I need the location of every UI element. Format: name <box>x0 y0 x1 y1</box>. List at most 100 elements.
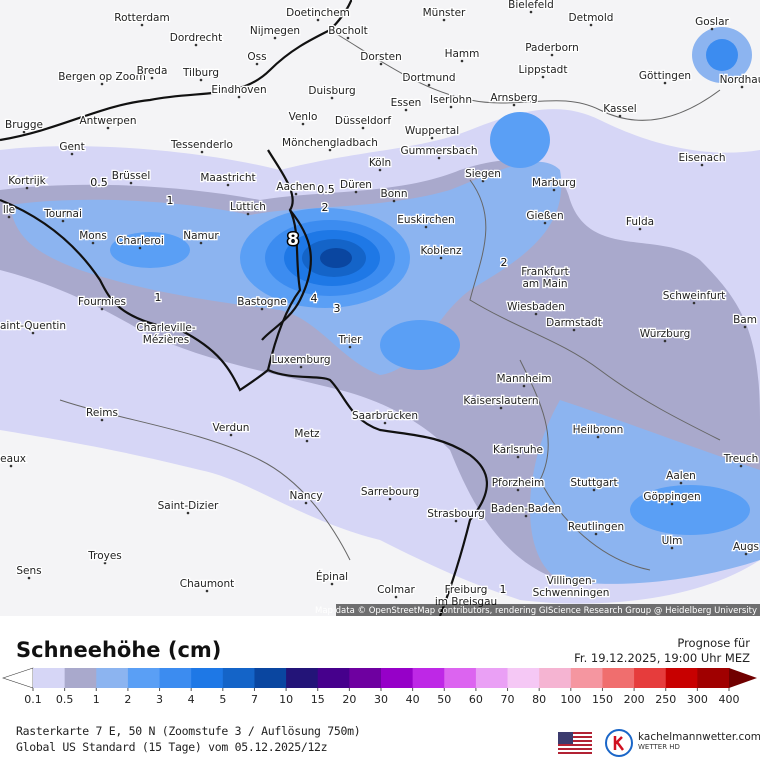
city-dot <box>229 433 233 437</box>
city-label: Brüssel <box>112 170 151 182</box>
city-label: Sarrebourg <box>361 486 419 498</box>
city-dot <box>589 23 593 27</box>
city-label: Bonn <box>381 188 408 200</box>
state-borders <box>59 29 721 571</box>
scale-segment <box>254 668 287 688</box>
city-label: Arnsberg <box>490 92 537 104</box>
scale-label: 300 <box>687 693 708 706</box>
scale-segment <box>222 668 255 688</box>
city-label: Fulda <box>626 216 654 228</box>
scale-label: 5 <box>219 693 226 706</box>
map: Rotterdam Doetinchem Münster Bielefeld Detmo… <box>0 0 760 616</box>
city-label: Nancy <box>290 490 323 502</box>
city-label: Reims <box>86 407 118 419</box>
city-dot <box>534 312 538 316</box>
snow-areas <box>0 27 760 604</box>
city-label: Baden-Baden <box>491 503 561 515</box>
city-dot <box>427 83 431 87</box>
city-label: Villingen-Schwenningen <box>533 575 610 599</box>
city-dot <box>404 108 408 112</box>
city-label: Tournai <box>43 208 82 220</box>
city-dot <box>305 439 309 443</box>
city-dot <box>361 126 365 130</box>
contour-label: 1 <box>500 583 507 596</box>
city-label: Mons <box>79 230 107 242</box>
city-dot <box>464 601 468 605</box>
city-dot <box>164 339 168 343</box>
city-label: Würzburg <box>640 328 691 340</box>
scale-segment <box>697 668 730 688</box>
scale-segment <box>317 668 350 688</box>
city-dot <box>543 221 547 225</box>
city-label: aint-Quentin <box>0 320 66 332</box>
city-dot <box>103 561 107 565</box>
city-dot <box>100 307 104 311</box>
city-label: Hamm <box>445 48 480 60</box>
city-label: Gent <box>59 141 84 153</box>
city-label: Verdun <box>213 422 250 434</box>
city-dot <box>25 186 29 190</box>
city-label: Nijmegen <box>250 25 300 37</box>
scale-label: 150 <box>592 693 613 706</box>
city-label: Bam <box>733 314 757 326</box>
city-label: Brugge <box>5 119 43 131</box>
city-dot <box>328 148 332 152</box>
city-label: Trier <box>338 334 363 346</box>
city-dot <box>743 325 747 329</box>
scale-label: 100 <box>560 693 581 706</box>
scale-segment <box>191 668 224 688</box>
city-dot <box>569 592 573 596</box>
forecast: Prognose für Fr. 19.12.2025, 19:00 Uhr M… <box>574 636 750 666</box>
city-dot <box>516 455 520 459</box>
city-label: Metz <box>294 428 320 440</box>
footer-line: Global US Standard (15 Tage) vom 05.12.2… <box>16 740 328 754</box>
scale-segment <box>570 668 603 688</box>
logo-name: kachelmannwetter.com <box>638 731 760 743</box>
attribution-background <box>336 604 760 616</box>
city-dot <box>592 488 596 492</box>
city-dot <box>237 95 241 99</box>
city-label: Göttingen <box>639 70 691 82</box>
city-label: Augs <box>733 541 759 553</box>
city-dot <box>199 78 203 82</box>
city-dot <box>22 130 26 134</box>
contour-label: 0.5 <box>317 183 335 196</box>
scale-segment <box>349 668 382 688</box>
city-dot <box>388 497 392 501</box>
city-label: Ulm <box>662 535 683 547</box>
scale-label: 50 <box>437 693 451 706</box>
city-label: Colmar <box>377 584 415 596</box>
city-label: Tessenderlo <box>170 139 233 151</box>
city-dot <box>572 328 576 332</box>
city-label: Koblenz <box>421 245 462 257</box>
city-dot <box>670 502 674 506</box>
city-dot <box>449 105 453 109</box>
city-dot <box>700 163 704 167</box>
logo-sub: WETTER HD <box>638 743 680 751</box>
scale-segment <box>475 668 509 688</box>
scale-segment <box>33 668 66 688</box>
city-label: Aalen <box>666 470 696 482</box>
city-dot <box>330 96 334 100</box>
city-dot <box>744 552 748 556</box>
city-dot <box>739 464 743 468</box>
city-dot <box>138 246 142 250</box>
scale-over <box>729 668 757 688</box>
city-dot <box>394 595 398 599</box>
city-label: Dortmund <box>402 72 455 84</box>
color-scale: 0.1 0.5 1 2 3 4 5 7 10 15 20 30 40 50 60 70 80 100 150 200 2… <box>2 667 757 706</box>
city-dot <box>512 103 516 107</box>
city-dot <box>199 241 203 245</box>
scale-segment <box>159 668 192 688</box>
scale-segment <box>665 668 698 688</box>
forecast-time: Fr. 19.12.2025, 19:00 Uhr MEZ <box>574 651 750 665</box>
city-label: Charleville-Mézières <box>136 322 196 346</box>
city-label: Antwerpen <box>79 115 136 127</box>
city-label: Marburg <box>532 177 576 189</box>
scale-segment <box>634 668 667 688</box>
city-label: Darmstadt <box>546 317 602 329</box>
contour-label: 3 <box>334 302 341 315</box>
city-label: Venlo <box>289 111 318 123</box>
city-dot <box>378 168 382 172</box>
